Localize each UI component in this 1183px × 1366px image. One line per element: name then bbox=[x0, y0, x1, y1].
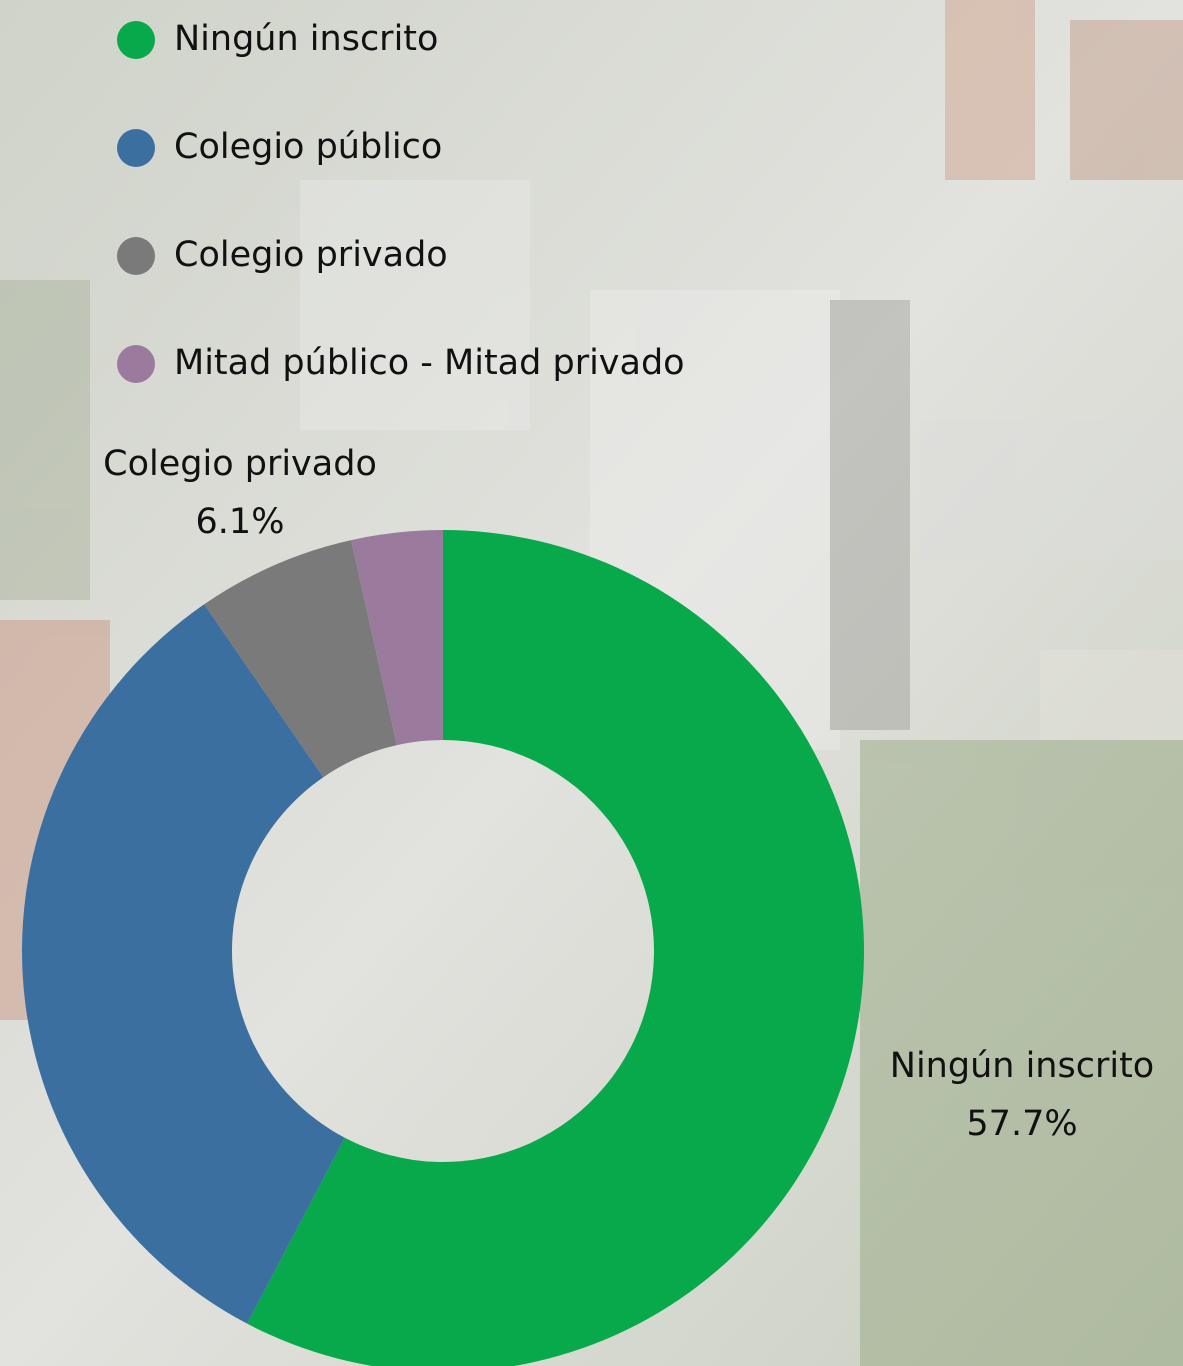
legend-marker bbox=[117, 345, 155, 383]
data-label-value: 57.7% bbox=[966, 1104, 1077, 1144]
data-label-name: Ningún inscrito bbox=[890, 1046, 1154, 1086]
legend-marker bbox=[117, 129, 155, 167]
donut-slice bbox=[204, 540, 397, 778]
legend-marker bbox=[117, 237, 155, 275]
data-label-value: 6.1% bbox=[196, 502, 285, 542]
legend-label: Colegio privado bbox=[174, 235, 448, 275]
donut-slice bbox=[247, 530, 865, 1366]
legend-label: Colegio público bbox=[174, 127, 442, 167]
legend-marker bbox=[117, 21, 155, 59]
data-label-name: Colegio privado bbox=[103, 444, 377, 484]
legend-label: Ningún inscrito bbox=[174, 19, 438, 59]
donut-slice bbox=[351, 530, 443, 746]
donut-slice bbox=[21, 604, 345, 1324]
legend-label: Mitad público - Mitad privado bbox=[174, 343, 685, 383]
